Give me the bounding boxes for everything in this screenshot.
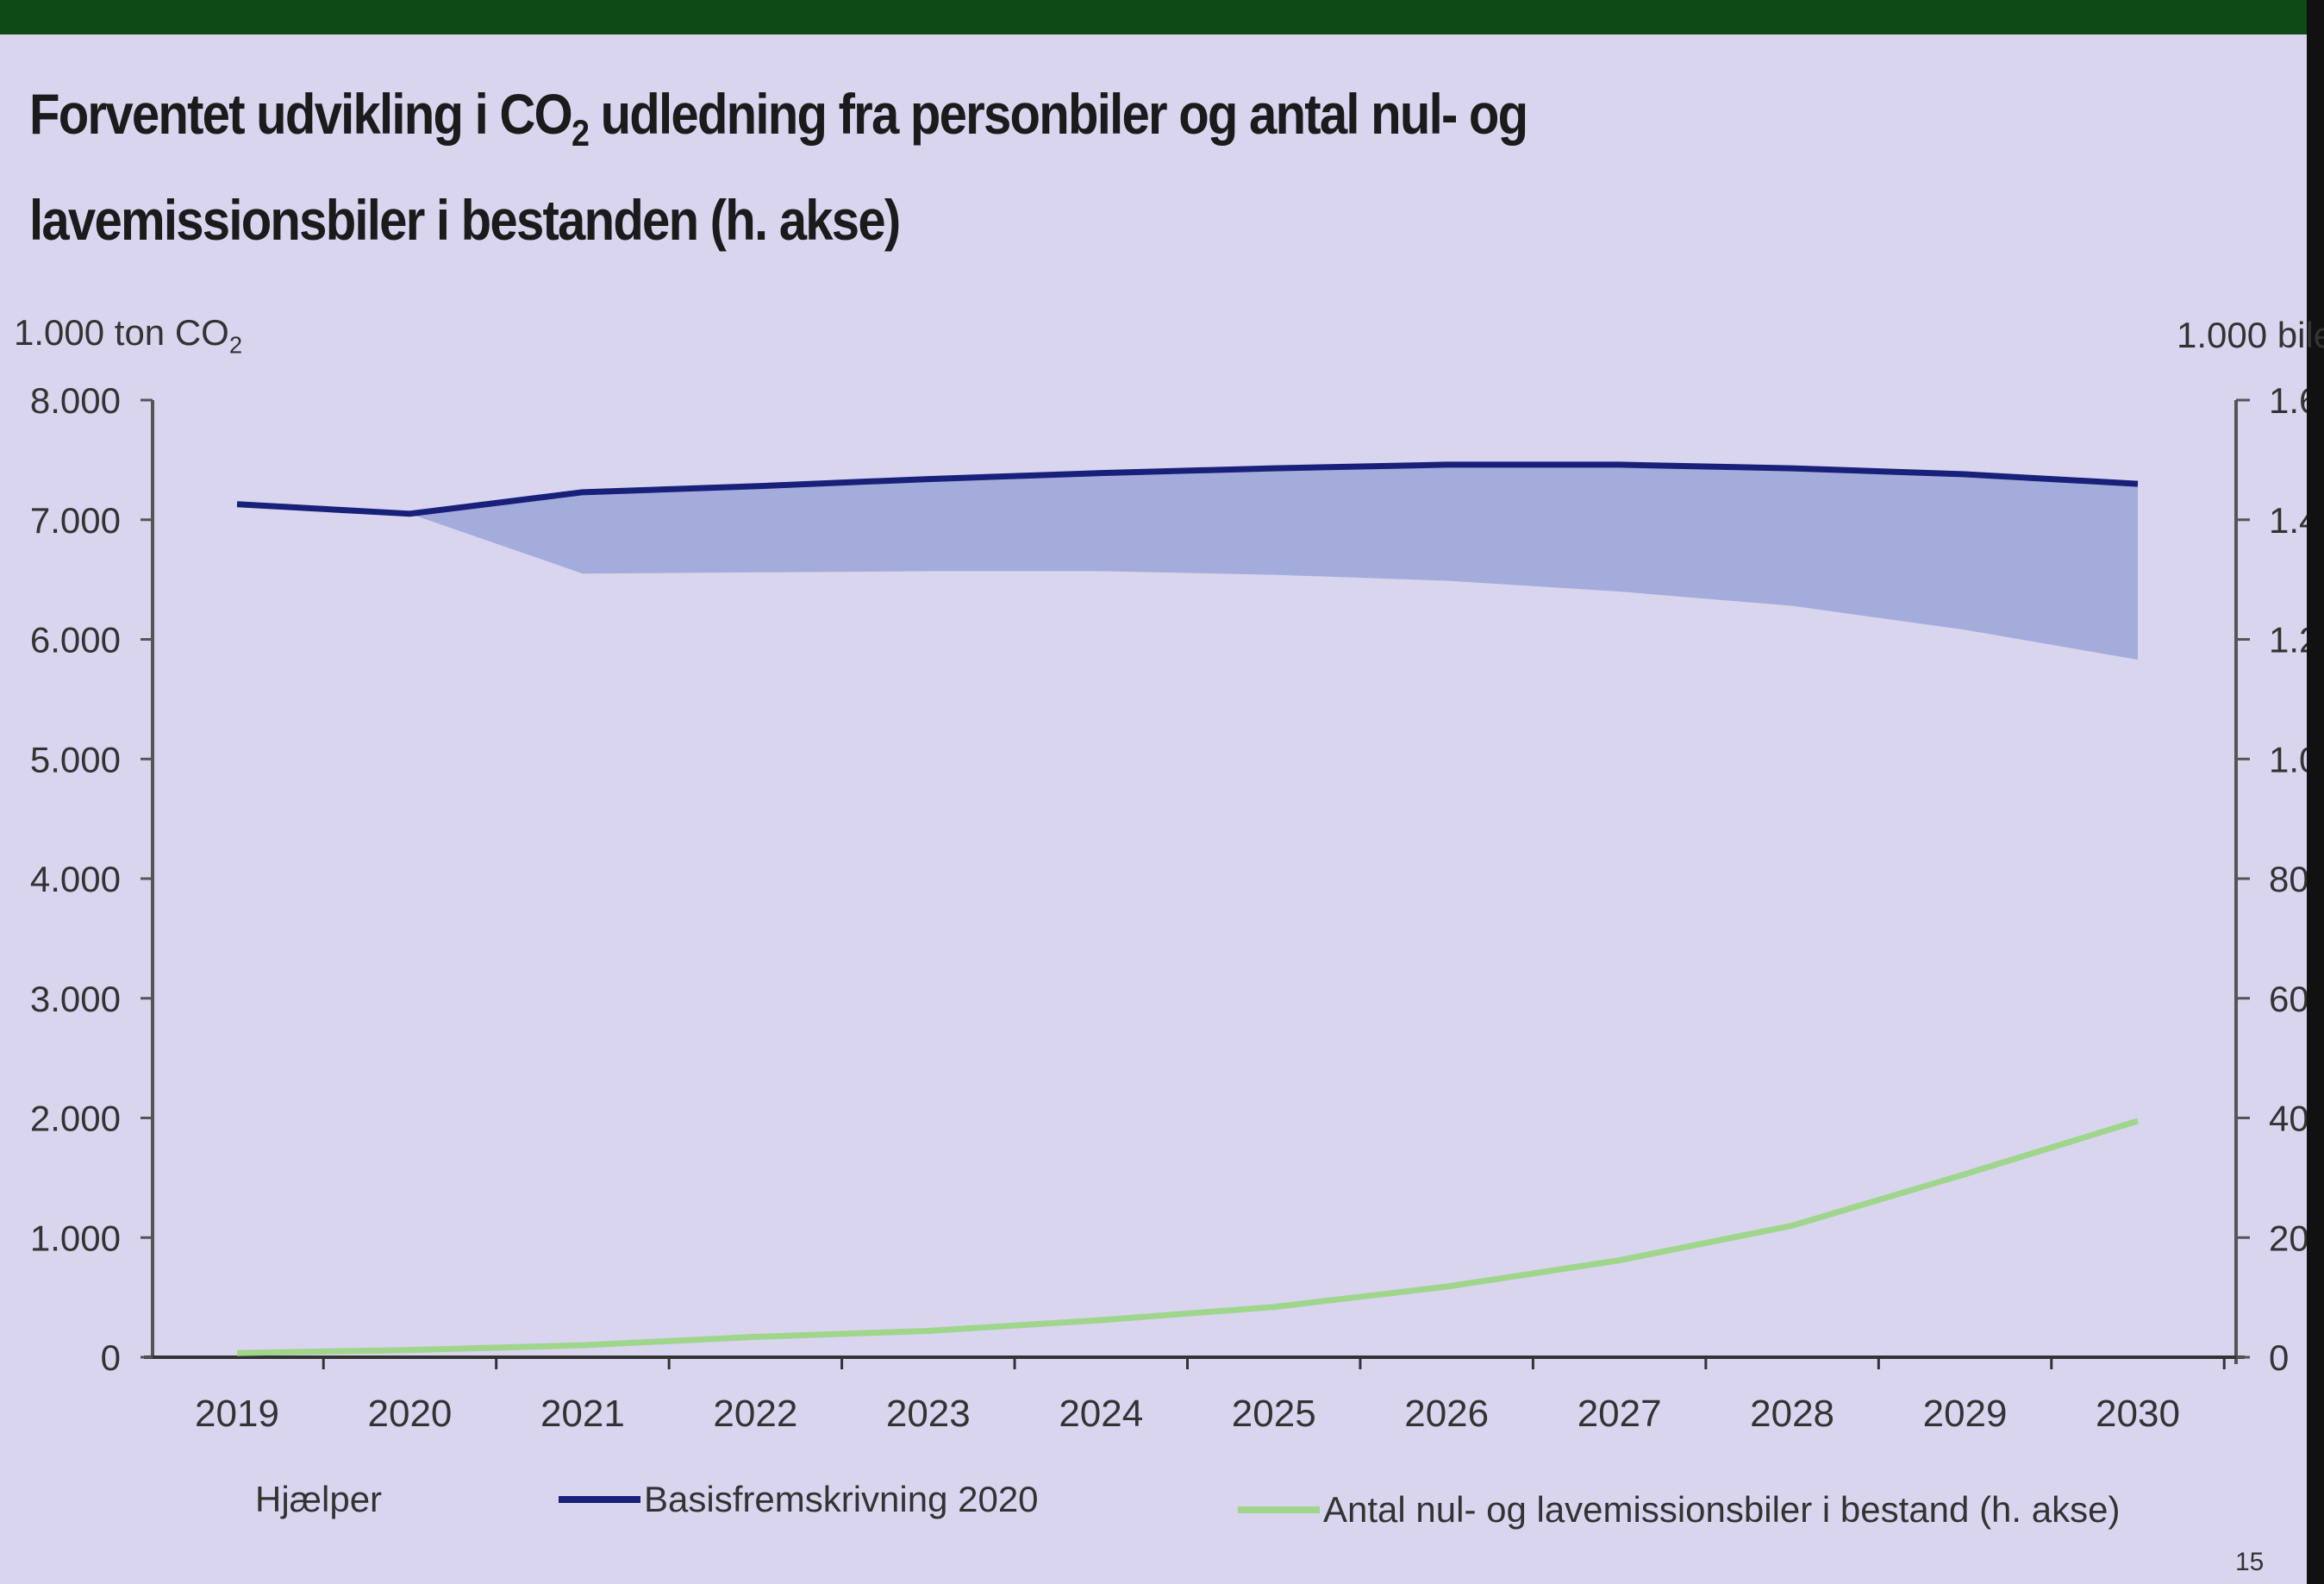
right-tick-label: 600 [2269, 979, 2307, 1019]
right-tick-label: 1.600 [2269, 380, 2307, 421]
x-tick-label: 2030 [2096, 1393, 2180, 1435]
x-tick-label: 2019 [195, 1393, 279, 1435]
left-tick-label: 7.000 [30, 500, 121, 541]
helper-band [409, 464, 2138, 661]
x-tick-label: 2028 [1750, 1393, 1834, 1435]
legend-item-helper: Hjælper [255, 1479, 383, 1519]
x-tick-label: 2023 [886, 1393, 971, 1435]
left-tick-label: 6.000 [30, 620, 121, 661]
title-subscript: 2 [571, 113, 590, 155]
title-text-2: udledning fra personbiler og antal nul- … [29, 82, 1528, 253]
right-tick-label: 0 [2269, 1337, 2289, 1378]
x-tick-label: 2021 [540, 1393, 625, 1435]
left-tick-label: 3.000 [30, 979, 121, 1019]
legend-swatch [1238, 1506, 1320, 1513]
left-tick-label: 4.000 [30, 859, 121, 899]
x-tick-label: 2027 [1577, 1393, 1662, 1435]
green-line [236, 1118, 2140, 1356]
x-tick-label: 2029 [1923, 1393, 2008, 1435]
left-tick-label: 1.000 [30, 1218, 121, 1258]
basis-line [236, 461, 2139, 517]
right-tick-label: 800 [2269, 859, 2307, 899]
left-tick-label: 2.000 [30, 1099, 121, 1139]
x-tick-label: 2026 [1404, 1393, 1489, 1435]
x-tick-label: 2022 [713, 1393, 797, 1435]
x-tick-label: 2020 [368, 1393, 453, 1435]
right-tick-label: 1.200 [2269, 620, 2307, 661]
right-tick-label: 1.400 [2269, 500, 2307, 541]
right-tick-label: 1.000 [2269, 739, 2307, 779]
left-axis-label: 1.000 ton CO2 [14, 312, 243, 359]
right-tick-label: 200 [2269, 1218, 2307, 1258]
legend-item-green: Antal nul- og lavemissionsbiler i bestan… [1238, 1489, 2120, 1531]
title-text: Forventet udvikling i CO [29, 82, 573, 146]
right-tick-label: 400 [2269, 1099, 2307, 1139]
page-number: 15 [2235, 1548, 2265, 1576]
slide-top-bar [0, 0, 2324, 34]
screen-edge [2307, 0, 2324, 1584]
left-tick-label: 8.000 [30, 380, 121, 421]
chart-title: Forventet udvikling i CO2 udledning fra … [29, 71, 1850, 263]
x-tick-label: 2024 [1059, 1393, 1143, 1435]
right-axis-label: 1.000 biler [2177, 315, 2324, 355]
left-tick-label: 5.000 [30, 739, 121, 779]
x-tick-label: 2025 [1232, 1393, 1316, 1435]
legend-item-basis: Basisfremskrivning 2020 [559, 1479, 1039, 1520]
left-tick-label: 0 [101, 1337, 121, 1378]
legend-swatch [559, 1496, 640, 1503]
